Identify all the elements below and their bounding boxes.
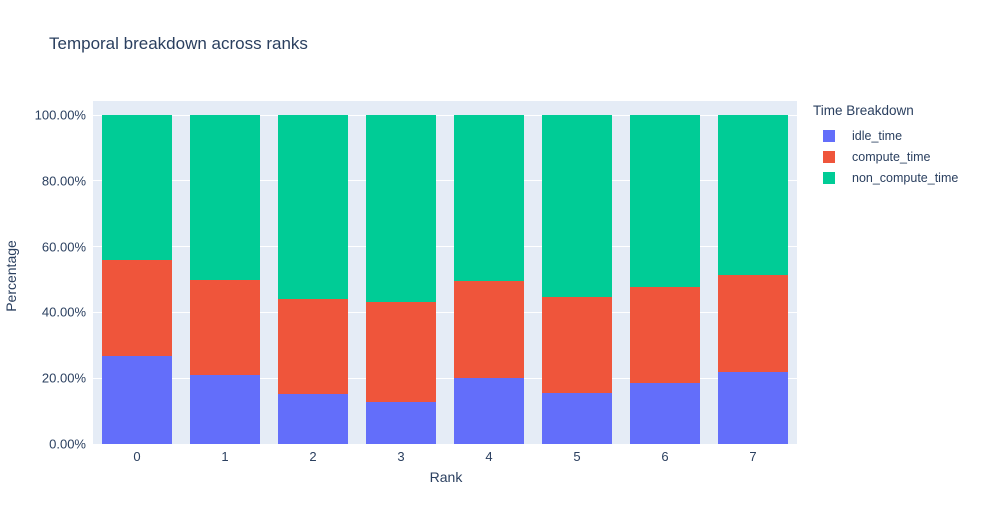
bar-7-non-compute-time[interactable] [717,115,789,275]
legend-item-idle-time[interactable]: idle_time [813,125,958,146]
x-tick-label: 7 [749,449,757,464]
bar-2-compute-time[interactable] [277,298,349,395]
legend-title: Time Breakdown [813,103,914,118]
x-tick-label: 2 [309,449,317,464]
bar-5-idle-time[interactable] [541,393,613,444]
x-tick-label: 6 [661,449,669,464]
legend-items: idle_time compute_time non_compute_time [813,125,958,188]
legend-item-non-compute-time[interactable]: non_compute_time [813,167,958,188]
y-axis-title: Percentage [3,240,19,312]
bar-0-non-compute-time[interactable] [101,115,173,261]
bar-group-rank-4 [453,115,525,444]
bar-6-non-compute-time[interactable] [629,115,701,287]
y-tick-label: 20.00% [41,370,86,386]
legend-swatch-icon [823,129,835,142]
legend-item-label: non_compute_time [852,170,959,185]
legend-item-label: idle_time [852,128,903,143]
legend-swatch-icon [823,171,835,184]
bar-group-rank-2 [277,115,349,444]
bar-4-idle-time[interactable] [453,377,525,444]
bar-group-rank-7 [717,115,789,444]
x-axis-title: Rank [429,469,463,485]
y-tick-label: 0.00% [49,436,86,452]
chart-title: Temporal breakdown across ranks [49,34,308,53]
x-tick-label: 1 [221,449,229,464]
bar-3-idle-time[interactable] [365,401,437,444]
bar-4-compute-time[interactable] [453,281,525,378]
legend-item-compute-time[interactable]: compute_time [813,146,958,167]
bar-6-compute-time[interactable] [629,286,701,384]
legend-item-label: compute_time [852,149,931,164]
bar-4-non-compute-time[interactable] [453,115,525,282]
bar-7-compute-time[interactable] [717,274,789,373]
bar-1-compute-time[interactable] [189,280,261,375]
x-tick-label: 3 [397,449,405,464]
bar-group-rank-0 [101,115,173,444]
legend: Time Breakdown idle_time compute_time non_… [813,103,958,188]
bar-5-compute-time[interactable] [541,297,613,394]
x-tick-label: 0 [133,449,141,464]
bar-6-idle-time[interactable] [629,383,701,444]
gridline [93,246,797,248]
bar-3-non-compute-time[interactable] [365,115,437,303]
bar-2-non-compute-time[interactable] [277,115,349,299]
y-tick-label: 60.00% [41,239,86,255]
x-tick-label: 4 [485,449,493,464]
bar-1-non-compute-time[interactable] [189,115,261,281]
bar-2-idle-time[interactable] [277,394,349,444]
y-tick-label: 100.00% [34,107,86,123]
bar-0-idle-time[interactable] [101,356,173,444]
gridline [93,180,797,182]
bar-1-idle-time[interactable] [189,374,261,444]
gridline [93,377,797,379]
legend-swatch-icon [823,150,835,163]
y-tick-label: 40.00% [41,304,86,320]
gridline [93,311,797,313]
y-tick-label: 80.00% [41,173,86,189]
bar-group-rank-1 [189,115,261,444]
bar-7-idle-time[interactable] [717,372,789,444]
x-tick-label: 5 [573,449,581,464]
bar-0-compute-time[interactable] [101,260,173,357]
bar-3-compute-time[interactable] [365,302,437,402]
plot-area[interactable] [93,101,797,444]
bar-5-non-compute-time[interactable] [541,115,613,298]
bar-group-rank-6 [629,115,701,444]
gridline [93,114,797,116]
bar-group-rank-3 [365,115,437,444]
bar-group-rank-5 [541,115,613,444]
